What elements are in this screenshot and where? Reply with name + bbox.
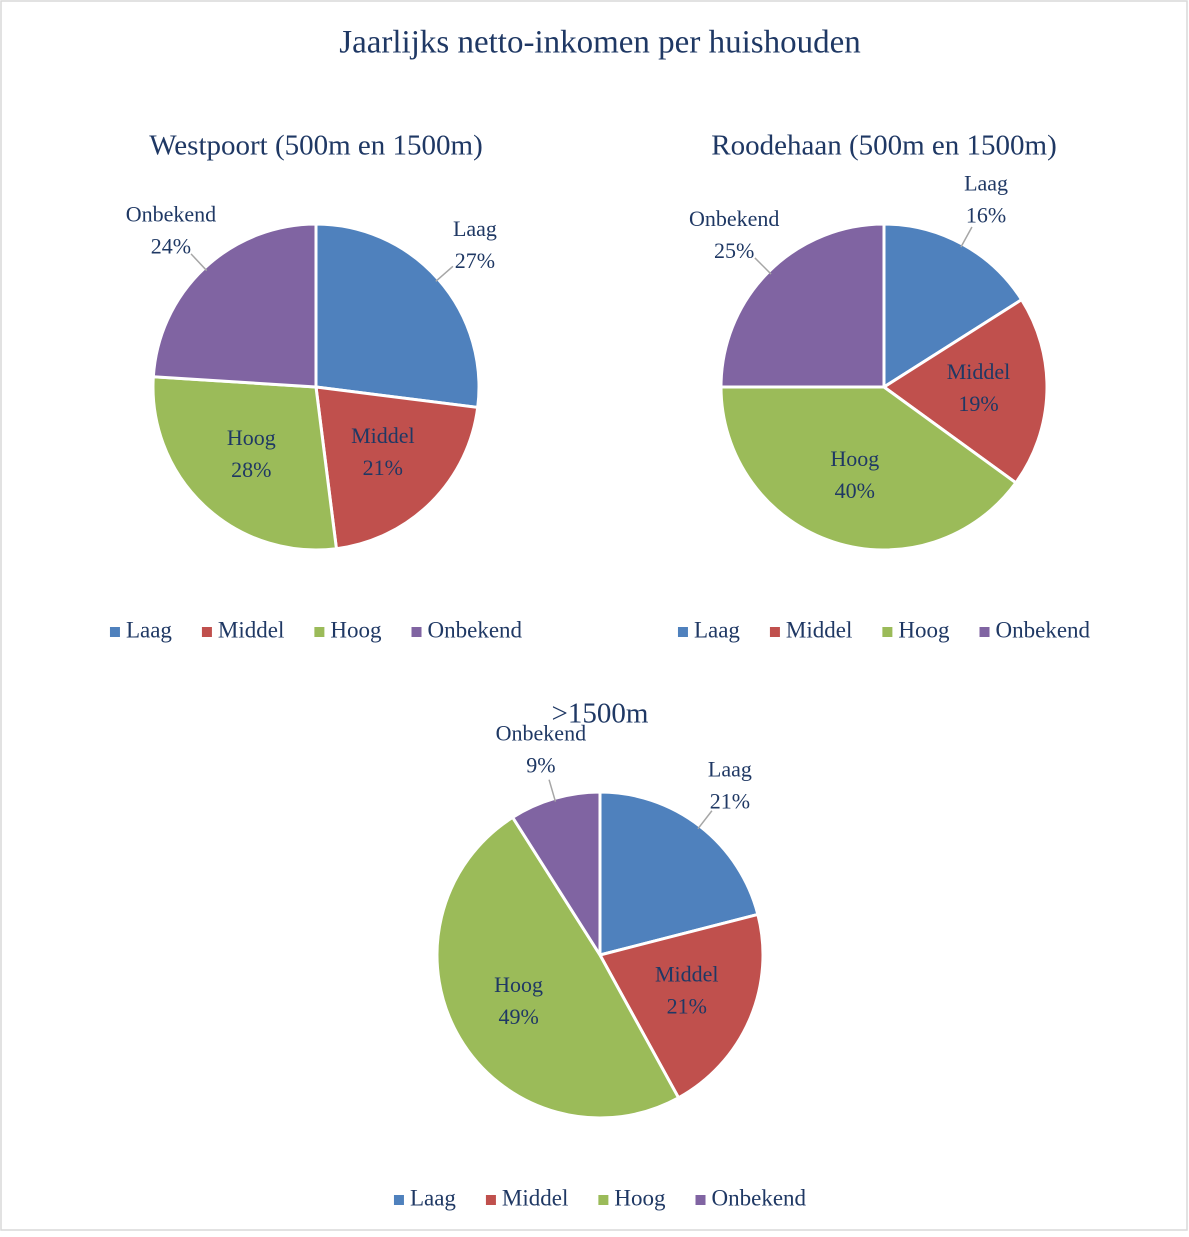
chart-title: Roodehaan (500m en 1500m) bbox=[711, 130, 1057, 162]
data-label-value: 40% bbox=[835, 478, 875, 503]
data-label-category: Middel bbox=[655, 962, 719, 987]
legend-label: Hoog bbox=[614, 1185, 666, 1210]
data-label-category: Hoog bbox=[227, 425, 276, 450]
data-label-category: Onbekend bbox=[126, 202, 216, 227]
data-label-category: Middel bbox=[947, 359, 1011, 384]
legend-swatch bbox=[393, 1195, 404, 1205]
data-label-category: Middel bbox=[351, 423, 415, 448]
legend-swatch bbox=[314, 627, 325, 637]
data-label-value: 28% bbox=[231, 457, 271, 482]
data-label-category: Laag bbox=[964, 170, 1008, 195]
legend-label: Middel bbox=[502, 1185, 568, 1210]
legend-swatch bbox=[979, 627, 990, 637]
leader-line bbox=[697, 810, 713, 830]
data-label-value: 27% bbox=[455, 248, 495, 273]
leader-line bbox=[754, 257, 772, 275]
data-label-category: Onbekend bbox=[496, 721, 586, 746]
legend-label: Onbekend bbox=[996, 617, 1091, 642]
legend-label: Laag bbox=[694, 617, 740, 642]
data-label-value: 21% bbox=[667, 994, 707, 1019]
leader-line bbox=[548, 779, 557, 802]
data-label-value: 24% bbox=[151, 234, 191, 259]
legend-label: Middel bbox=[218, 617, 284, 642]
legend-swatch bbox=[485, 1195, 496, 1205]
pie-slice bbox=[597, 912, 765, 1100]
legend-swatch bbox=[109, 627, 120, 637]
legend: Laag Middel Hoog Onbekend bbox=[677, 617, 1091, 642]
legend-swatch bbox=[598, 1195, 609, 1205]
pie-slice bbox=[435, 815, 681, 1120]
data-label-category: Hoog bbox=[494, 972, 543, 997]
data-label-category: Laag bbox=[453, 216, 497, 241]
legend: Laag Middel Hoog Onbekend bbox=[109, 617, 523, 642]
legend-label: Hoog bbox=[898, 617, 950, 642]
pie-slice bbox=[719, 385, 1018, 552]
data-label-value: 19% bbox=[958, 391, 998, 416]
legend-swatch bbox=[201, 627, 212, 637]
legend-label: Laag bbox=[126, 617, 172, 642]
legend-label: Hoog bbox=[330, 617, 382, 642]
data-label-value: 16% bbox=[966, 202, 1006, 227]
data-label-value: 25% bbox=[714, 238, 754, 263]
legend-label: Middel bbox=[786, 617, 852, 642]
legend-swatch bbox=[695, 1195, 706, 1205]
data-label-value: 21% bbox=[710, 789, 750, 814]
pie-slice bbox=[881, 297, 1049, 485]
legend-swatch bbox=[677, 627, 688, 637]
leader-line bbox=[960, 226, 973, 248]
data-label-value: 21% bbox=[363, 455, 403, 480]
data-label-value: 49% bbox=[498, 1004, 538, 1029]
data-label-category: Hoog bbox=[830, 446, 879, 471]
legend-swatch bbox=[769, 627, 780, 637]
legend-label: Onbekend bbox=[428, 617, 523, 642]
data-label-value: 9% bbox=[526, 753, 555, 778]
legend-swatch bbox=[882, 627, 893, 637]
data-label-category: Onbekend bbox=[689, 206, 779, 231]
legend-label: Onbekend bbox=[712, 1185, 807, 1210]
leader-line bbox=[190, 253, 208, 272]
main-title: Jaarlijks netto-inkomen per huishouden bbox=[339, 25, 860, 61]
chart-title: >1500m bbox=[552, 698, 649, 730]
pie-slice bbox=[151, 375, 339, 552]
data-label-category: Laag bbox=[708, 757, 752, 782]
pie-slice bbox=[314, 385, 480, 551]
legend: Laag Middel Hoog Onbekend bbox=[393, 1185, 807, 1210]
leader-line bbox=[435, 265, 454, 282]
legend-swatch bbox=[411, 627, 422, 637]
legend-label: Laag bbox=[410, 1185, 456, 1210]
chart-title: Westpoort (500m en 1500m) bbox=[149, 130, 483, 162]
